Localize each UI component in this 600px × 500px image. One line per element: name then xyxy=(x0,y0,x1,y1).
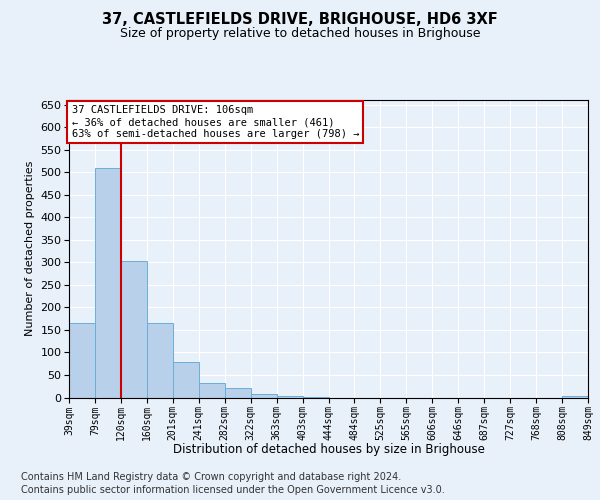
Bar xyxy=(121,261,147,398)
Text: Size of property relative to detached houses in Brighouse: Size of property relative to detached ho… xyxy=(120,28,480,40)
Bar xyxy=(562,396,588,398)
Bar xyxy=(173,362,199,398)
Text: Distribution of detached houses by size in Brighouse: Distribution of detached houses by size … xyxy=(173,442,485,456)
Text: 37 CASTLEFIELDS DRIVE: 106sqm
← 36% of detached houses are smaller (461)
63% of : 37 CASTLEFIELDS DRIVE: 106sqm ← 36% of d… xyxy=(71,106,359,138)
Bar xyxy=(225,388,251,398)
Y-axis label: Number of detached properties: Number of detached properties xyxy=(25,161,35,336)
Bar xyxy=(147,323,173,398)
Text: 37, CASTLEFIELDS DRIVE, BRIGHOUSE, HD6 3XF: 37, CASTLEFIELDS DRIVE, BRIGHOUSE, HD6 3… xyxy=(102,12,498,28)
Bar xyxy=(251,394,277,398)
Text: Contains public sector information licensed under the Open Government Licence v3: Contains public sector information licen… xyxy=(21,485,445,495)
Bar xyxy=(199,383,224,398)
Text: Contains HM Land Registry data © Crown copyright and database right 2024.: Contains HM Land Registry data © Crown c… xyxy=(21,472,401,482)
Bar xyxy=(277,396,302,398)
Bar xyxy=(69,323,95,398)
Bar xyxy=(95,168,121,398)
